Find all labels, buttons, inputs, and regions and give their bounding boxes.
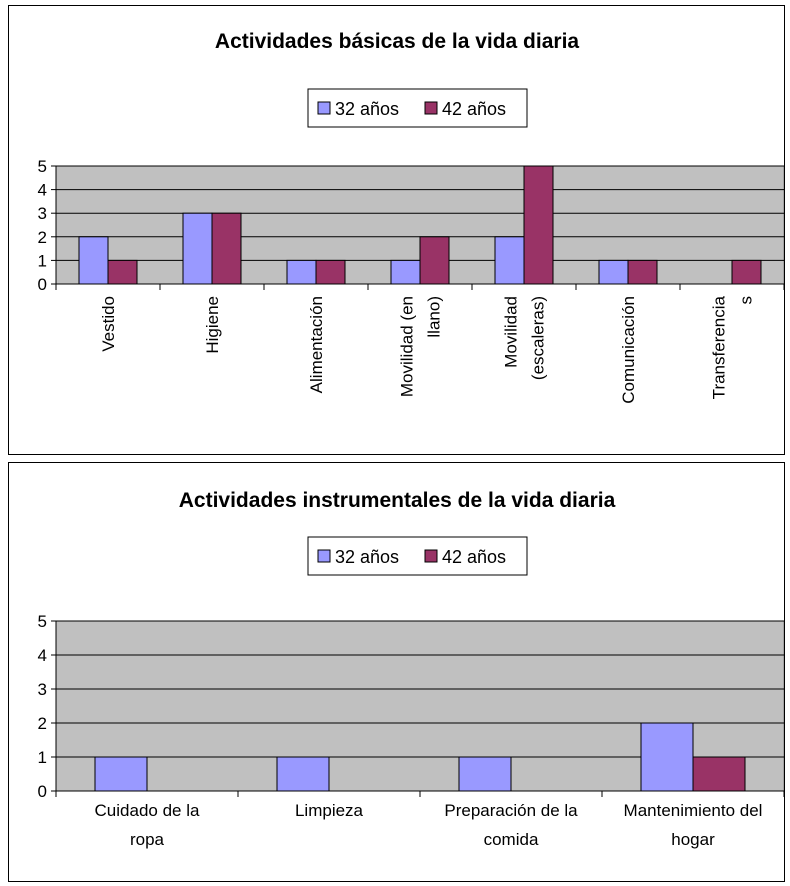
category-label-line: ropa bbox=[130, 830, 165, 849]
y-tick-label: 2 bbox=[38, 228, 47, 247]
bar-42-6 bbox=[731, 259, 762, 285]
bar-32-2 bbox=[286, 259, 317, 285]
category-label-line: comida bbox=[484, 830, 539, 849]
chart-basicas: Actividades básicas de la vida diaria 32 … bbox=[38, 30, 784, 404]
category-label-2: Preparación de la comida bbox=[444, 801, 578, 849]
bar-32-0 bbox=[78, 236, 109, 285]
category-label-line: Preparación de la bbox=[444, 801, 578, 820]
bar-42-5 bbox=[627, 259, 658, 285]
category-label-3: Movilidad (en llano) bbox=[398, 296, 444, 397]
category-label-line: Movilidad (en bbox=[398, 296, 417, 397]
category-label-line: Vestido bbox=[99, 296, 118, 352]
category-label-6: Transferencia s bbox=[710, 295, 756, 399]
y-tick-label: 0 bbox=[38, 782, 47, 801]
y-tick-label: 2 bbox=[38, 714, 47, 733]
bar-32-0 bbox=[94, 756, 148, 792]
bar-42-1 bbox=[211, 212, 242, 285]
bar-42-2 bbox=[315, 259, 346, 285]
category-label-line: Mantenimiento del bbox=[624, 801, 763, 820]
chart-title: Actividades básicas de la vida diaria bbox=[215, 30, 579, 53]
bar-42-4 bbox=[523, 165, 554, 285]
legend-label-1: 42 años bbox=[442, 547, 506, 567]
legend-label-0: 32 años bbox=[335, 547, 399, 567]
bar-32-4 bbox=[494, 236, 525, 285]
legend-label-0: 32 años bbox=[335, 99, 399, 119]
chart-title: Actividades instrumentales de la vida di… bbox=[179, 489, 616, 512]
y-tick-label: 5 bbox=[38, 157, 47, 176]
legend-swatch-1 bbox=[424, 101, 438, 115]
category-label-line: Movilidad bbox=[502, 296, 521, 368]
category-label-2: Alimentación bbox=[307, 296, 326, 393]
bar-32-2 bbox=[458, 756, 512, 792]
category-label-3: Mantenimiento del hogar bbox=[624, 801, 763, 849]
y-tick-label: 1 bbox=[38, 748, 47, 767]
bar-42-3 bbox=[692, 756, 746, 792]
bar-32-3 bbox=[640, 722, 694, 792]
chart-panel-basicas: Actividades básicas de la vida diaria 32 … bbox=[8, 5, 785, 455]
category-label-line: s bbox=[737, 296, 756, 305]
category-label-line: Comunicación bbox=[619, 296, 638, 404]
y-tick-label: 5 bbox=[38, 612, 47, 631]
legend-swatch-0 bbox=[317, 101, 331, 115]
chart-panel-instrumentales: Actividades instrumentales de la vida di… bbox=[8, 462, 785, 882]
legend-swatch-0 bbox=[317, 549, 331, 563]
category-label-line: Alimentación bbox=[307, 296, 326, 393]
category-label-1: Limpieza bbox=[295, 801, 364, 820]
category-label-0: Cuidado de la ropa bbox=[95, 801, 200, 849]
bar-42-0 bbox=[107, 259, 138, 285]
category-label-5: Comunicación bbox=[619, 296, 638, 404]
category-label-line: hogar bbox=[671, 830, 715, 849]
legend-box bbox=[307, 536, 528, 576]
bar-32-3 bbox=[390, 259, 421, 285]
y-tick-label: 0 bbox=[38, 275, 47, 294]
y-tick-label: 4 bbox=[38, 646, 47, 665]
category-label-line: Higiene bbox=[203, 296, 222, 354]
y-tick-label: 3 bbox=[38, 204, 47, 223]
legend-box bbox=[307, 88, 528, 128]
category-label-line: (escaleras) bbox=[529, 296, 548, 380]
legend: 32 años 42 años bbox=[307, 88, 528, 128]
category-label-1: Higiene bbox=[203, 296, 222, 354]
bar-32-1 bbox=[182, 212, 213, 285]
category-label-0: Vestido bbox=[99, 296, 118, 352]
category-label-line: Limpieza bbox=[295, 801, 364, 820]
category-label-line: Transferencia bbox=[710, 295, 729, 399]
category-label-line: llano) bbox=[425, 296, 444, 338]
y-tick-label: 3 bbox=[38, 680, 47, 699]
category-label-4: Movilidad (escaleras) bbox=[502, 296, 548, 380]
bar-32-1 bbox=[276, 756, 330, 792]
legend-swatch-1 bbox=[424, 549, 438, 563]
bar-42-3 bbox=[419, 236, 450, 285]
chart-instrumentales: Actividades instrumentales de la vida di… bbox=[38, 489, 784, 849]
bar-32-5 bbox=[598, 259, 629, 285]
y-tick-label: 4 bbox=[38, 181, 47, 200]
legend-label-1: 42 años bbox=[442, 99, 506, 119]
category-label-line: Cuidado de la bbox=[95, 801, 200, 820]
legend: 32 años 42 años bbox=[307, 536, 528, 576]
y-tick-label: 1 bbox=[38, 251, 47, 270]
